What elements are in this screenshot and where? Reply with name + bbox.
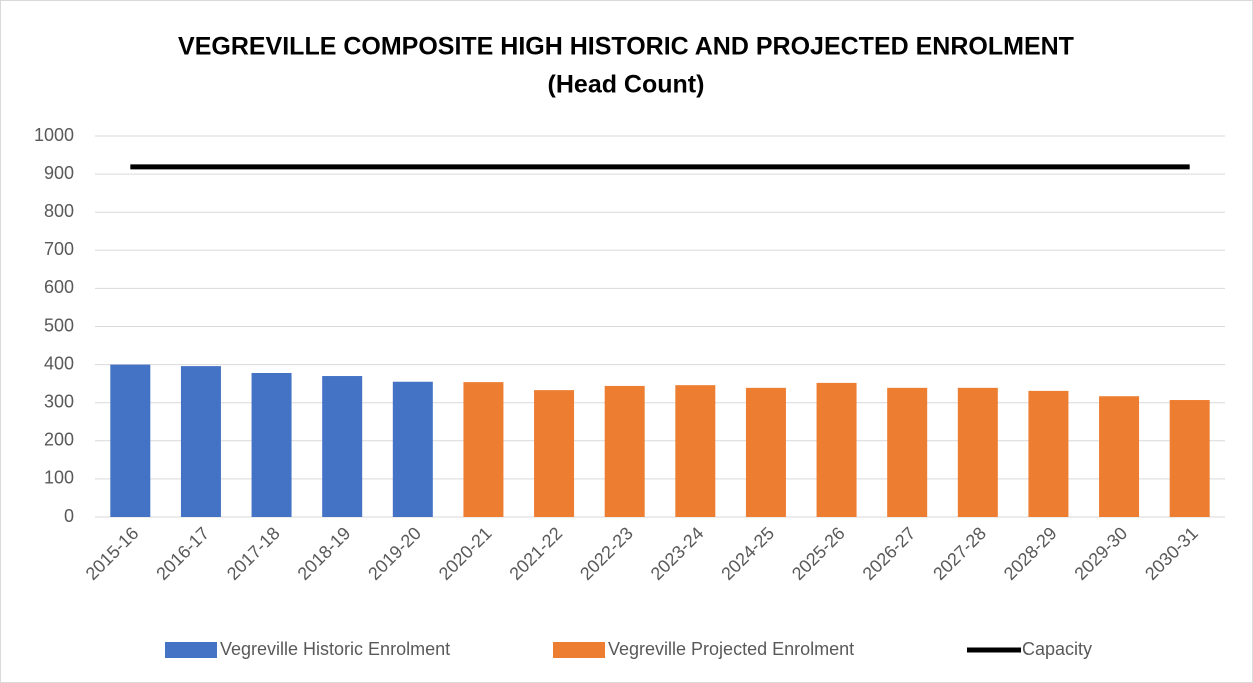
bar — [887, 387, 928, 517]
y-tick-label: 0 — [64, 506, 74, 526]
legend-label: Vegreville Projected Enrolment — [608, 639, 854, 659]
y-tick-label: 100 — [44, 468, 74, 488]
bar — [463, 382, 504, 517]
bar — [251, 372, 292, 517]
chart-title: VEGREVILLE COMPOSITE HIGH HISTORIC AND P… — [178, 33, 1074, 61]
y-tick-label: 900 — [44, 163, 74, 183]
bar — [1028, 390, 1069, 517]
y-tick-label: 700 — [44, 239, 74, 259]
bar — [392, 381, 433, 517]
legend-swatch — [165, 642, 217, 658]
bar — [322, 376, 363, 517]
y-tick-label: 500 — [44, 315, 74, 335]
bar — [1099, 396, 1140, 517]
y-tick-label: 600 — [44, 277, 74, 297]
y-tick-label: 800 — [44, 201, 74, 221]
bar — [957, 387, 998, 517]
bar — [110, 364, 151, 517]
y-tick-label: 200 — [44, 430, 74, 450]
bar — [604, 385, 645, 517]
bar — [745, 387, 786, 517]
bar — [675, 385, 716, 517]
bar — [1169, 400, 1210, 517]
bar — [180, 366, 221, 517]
legend-label: Capacity — [1022, 639, 1092, 659]
legend-label: Vegreville Historic Enrolment — [220, 639, 450, 659]
y-tick-label: 400 — [44, 353, 74, 373]
y-tick-label: 300 — [44, 391, 74, 411]
legend-swatch — [553, 642, 605, 658]
bar — [534, 390, 575, 517]
bar — [816, 382, 857, 517]
chart-subtitle: (Head Count) — [548, 71, 705, 99]
y-tick-label: 1000 — [34, 125, 74, 145]
